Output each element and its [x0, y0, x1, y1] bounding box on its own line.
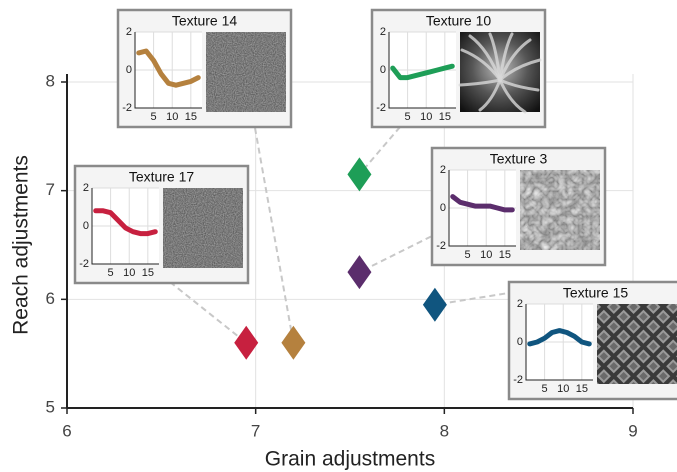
inset-line: [93, 208, 158, 237]
inset-title: Texture 15: [563, 285, 629, 301]
inset-panel: Texture 15 5 10 15 -2 0 2: [507, 280, 677, 401]
inset-y-tick-label: 2: [83, 182, 89, 194]
data-point: [347, 157, 372, 192]
leaf-stroke: [478, 78, 502, 112]
inset-y-tick-label: 0: [83, 220, 89, 232]
texture-image: [206, 32, 286, 112]
y-tick-label: 7: [46, 180, 55, 199]
x-tick-label: 8: [440, 421, 449, 440]
x-axis-label: Grain adjustments: [265, 448, 435, 471]
inset-axes: [134, 32, 202, 109]
inset-x-tick-label: 5: [405, 111, 411, 123]
texture-image: [520, 170, 600, 250]
inset-panel: Texture 10 5 10 15 -2 0 2: [370, 8, 547, 129]
inset-y-tick-label: -2: [376, 102, 386, 114]
connector: [358, 231, 441, 274]
inset-panel: Texture 17 5 10 15 -2 0 2: [73, 164, 250, 285]
texture-image: [597, 304, 677, 384]
inset-x-tick-label: 15: [576, 383, 588, 395]
inset-y-tick-label: 0: [517, 336, 523, 348]
connector: [169, 281, 247, 344]
connector: [254, 127, 295, 343]
inset-y-tick-label: 0: [380, 64, 386, 76]
inset-panel: Texture 3 5 10 15 -2 0 2: [430, 146, 607, 267]
inset-title: Texture 14: [172, 13, 238, 29]
leaf-stroke: [498, 78, 540, 92]
inset-y-tick-label: 0: [126, 64, 132, 76]
leaf-stroke: [498, 78, 527, 114]
inset-title: Texture 17: [129, 169, 195, 185]
inset-title: Texture 10: [426, 13, 492, 29]
inset-y-tick-label: 2: [440, 164, 446, 176]
inset-line: [136, 48, 201, 88]
inset-y-tick-label: 2: [380, 26, 386, 38]
inset-axes: [91, 188, 159, 265]
inset-y-tick-label: -2: [79, 258, 89, 270]
inset-x-tick-label: 5: [465, 249, 471, 261]
data-point: [347, 255, 372, 290]
inset-x-tick-label: 15: [185, 111, 197, 123]
y-tick-label: 6: [46, 289, 55, 308]
connector: [358, 126, 401, 176]
x-tick-label: 6: [62, 421, 71, 440]
inset-line: [527, 328, 592, 347]
inset-y-tick-label: -2: [122, 102, 132, 114]
y-axis-label: Reach adjustments: [10, 155, 33, 335]
leaf-stroke: [458, 78, 502, 87]
inset-x-tick-label: 15: [499, 249, 511, 261]
inset-axes: [448, 170, 516, 247]
inset-y-tick-label: -2: [513, 374, 523, 386]
inset-y-tick-label: 2: [126, 26, 132, 38]
connector: [434, 291, 516, 306]
inset-x-tick-label: 5: [542, 383, 548, 395]
inset-x-tick-label: 10: [420, 111, 432, 123]
y-tick-label: 8: [46, 71, 55, 90]
x-tick-label: 9: [628, 421, 637, 440]
inset-axes: [388, 32, 456, 109]
inset-line: [390, 63, 455, 81]
inset-x-tick-label: 10: [123, 267, 135, 279]
inset-x-tick-label: 15: [142, 267, 154, 279]
inset-x-tick-label: 5: [108, 267, 114, 279]
inset-x-tick-label: 15: [439, 111, 451, 123]
inset-x-tick-label: 5: [151, 111, 157, 123]
inset-y-tick-label: 0: [440, 202, 446, 214]
data-point: [422, 287, 447, 322]
inset-panel: Texture 14 5 10 15 -2 0 2: [116, 8, 293, 129]
data-point: [234, 325, 259, 360]
inset-y-tick-label: -2: [436, 240, 446, 252]
inset-title: Texture 3: [490, 151, 548, 167]
x-tick-label: 7: [251, 421, 260, 440]
inset-line: [450, 194, 515, 213]
y-tick-label: 5: [46, 397, 55, 416]
inset-y-tick-label: 2: [517, 298, 523, 310]
leaf-stroke: [498, 38, 532, 82]
inset-x-tick-label: 10: [557, 383, 569, 395]
data-point: [281, 325, 306, 360]
leaf-stroke: [498, 58, 542, 82]
inset-axes: [525, 304, 593, 381]
inset-x-tick-label: 10: [480, 249, 492, 261]
inset-x-tick-label: 10: [166, 111, 178, 123]
texture-image: [163, 188, 243, 268]
